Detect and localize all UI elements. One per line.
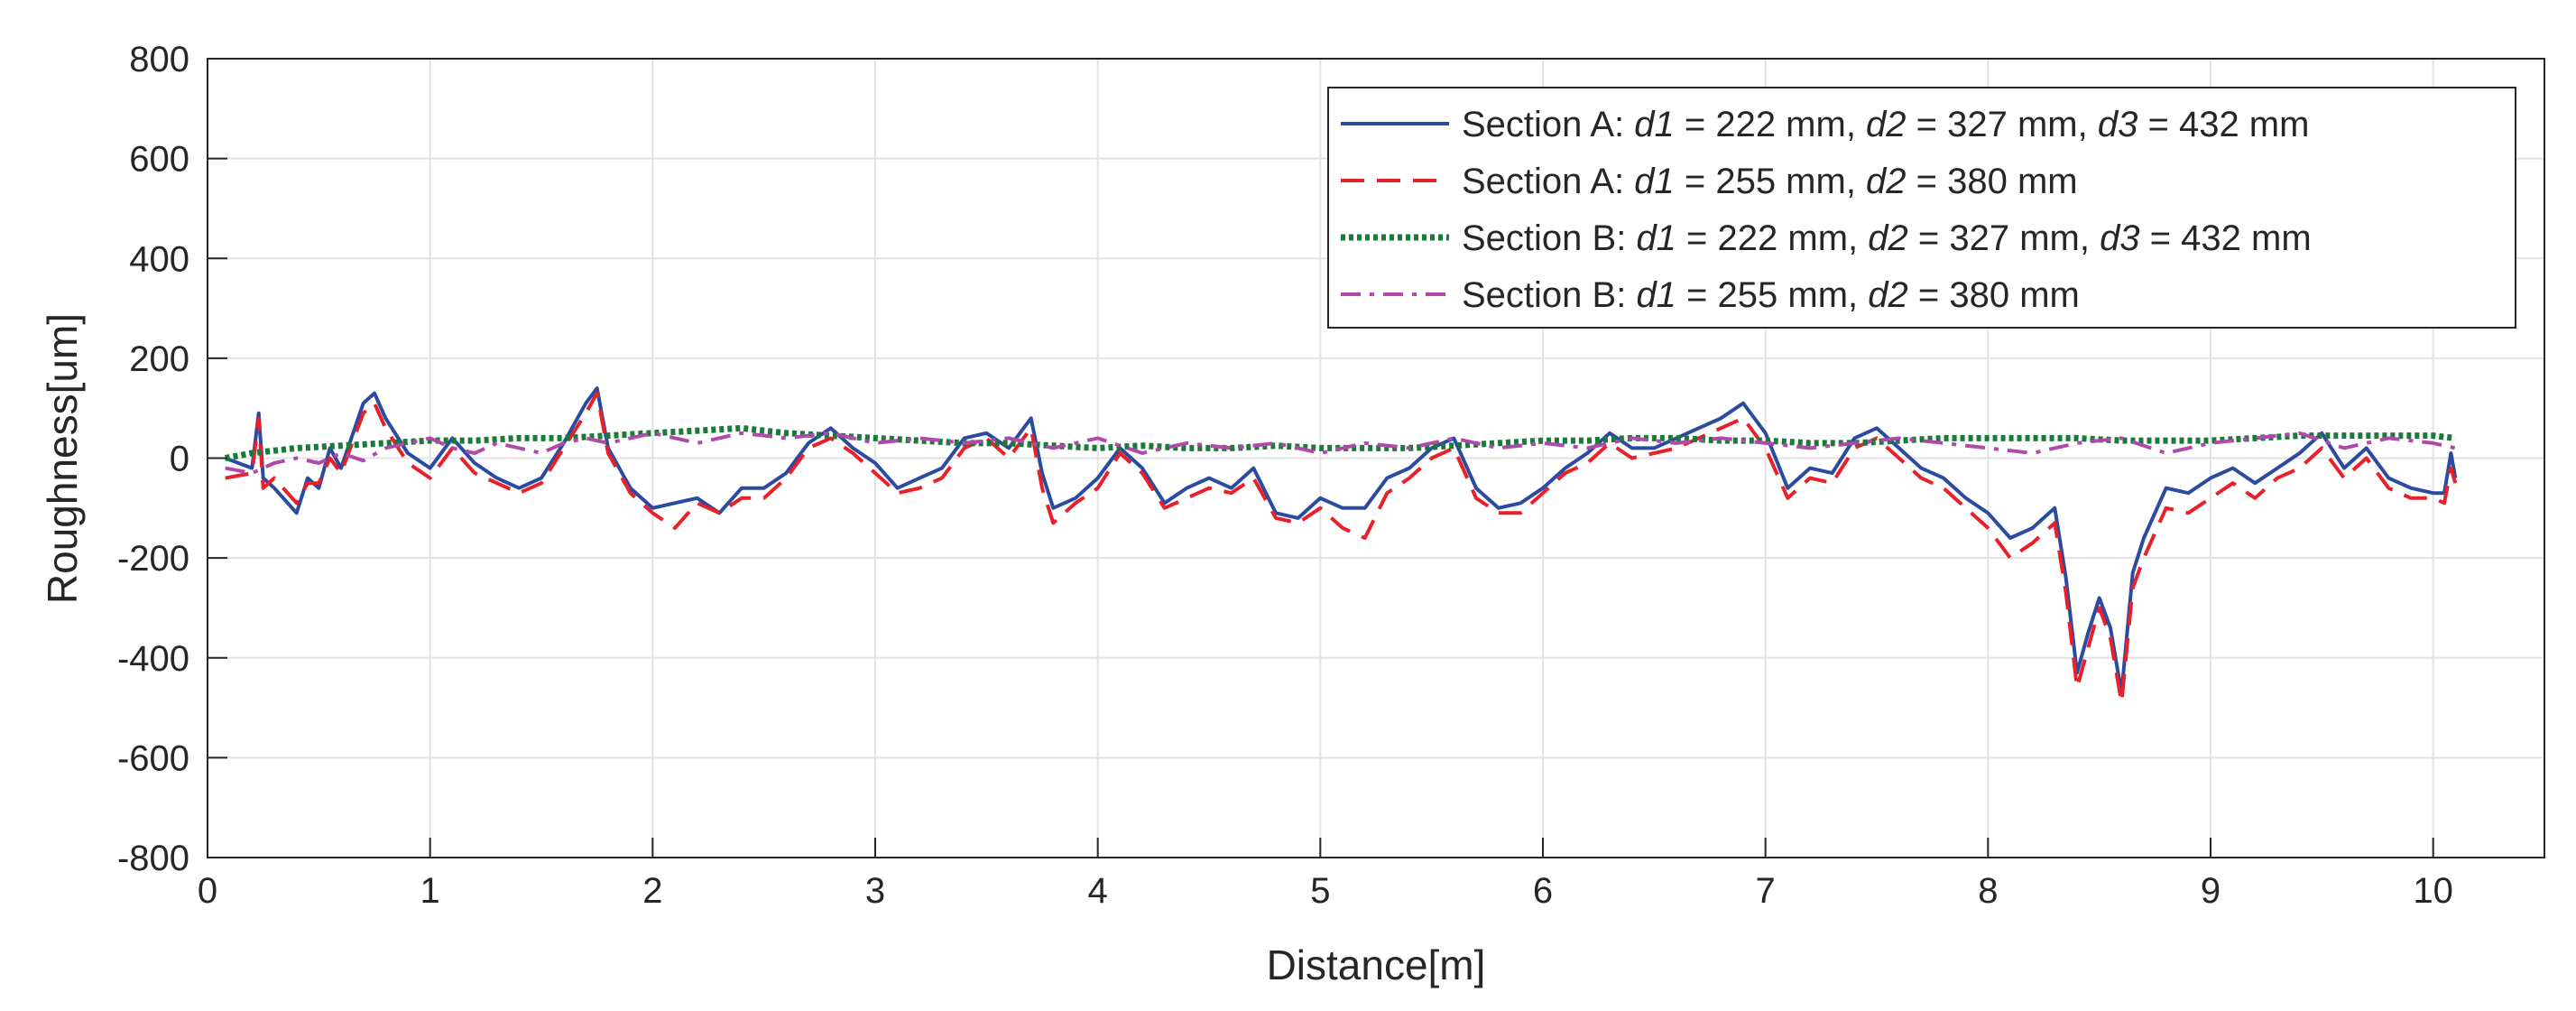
y-tick-label: -200 (117, 539, 189, 579)
y-tick-label: 0 (170, 440, 189, 479)
legend-entry-3: Section B: d1 = 222 mm, d2 = 327 mm, d3 … (1462, 218, 2312, 258)
x-tick-label: 4 (1088, 871, 1108, 911)
legend-entry-4: Section B: d1 = 255 mm, d2 = 380 mm (1462, 275, 2080, 315)
legend-entry-1: Section A: d1 = 222 mm, d2 = 327 mm, d3 … (1462, 105, 2309, 144)
axis-ticks: 0 1 2 3 4 5 6 7 8 9 10 800 600 400 200 0 -200 -400 -600 -80… (117, 40, 2453, 911)
x-tick-label: 5 (1310, 871, 1330, 911)
legend: Section A: d1 = 222 mm, d2 = 327 mm, d3 … (1327, 87, 2516, 329)
x-tick-label: 10 (2413, 871, 2453, 911)
x-tick-label: 7 (1756, 871, 1776, 911)
y-tick-label: -800 (117, 839, 189, 878)
x-tick-label: 9 (2201, 871, 2221, 911)
x-tick-label: 8 (1978, 871, 1998, 911)
y-tick-label: 200 (129, 339, 189, 379)
y-tick-label: 400 (129, 239, 189, 279)
y-tick-label: -600 (117, 738, 189, 778)
legend-entry-2: Section A: d1 = 255 mm, d2 = 380 mm (1462, 162, 2078, 201)
series-line-2 (225, 391, 2458, 705)
x-tick-label: 6 (1533, 871, 1553, 911)
y-tick-label: 600 (129, 140, 189, 180)
y-axis-label: Roughness[um] (39, 313, 86, 604)
y-tick-label: 800 (129, 40, 189, 79)
x-axis-label: Distance[m] (1267, 941, 1486, 988)
x-tick-label: 1 (420, 871, 440, 911)
x-tick-label: 3 (865, 871, 885, 911)
x-tick-label: 0 (198, 871, 217, 911)
series-line-4 (225, 431, 2456, 476)
legend-box (1327, 87, 2516, 329)
y-tick-label: -400 (117, 639, 189, 679)
x-tick-label: 2 (642, 871, 662, 911)
series-layer (224, 386, 2458, 705)
